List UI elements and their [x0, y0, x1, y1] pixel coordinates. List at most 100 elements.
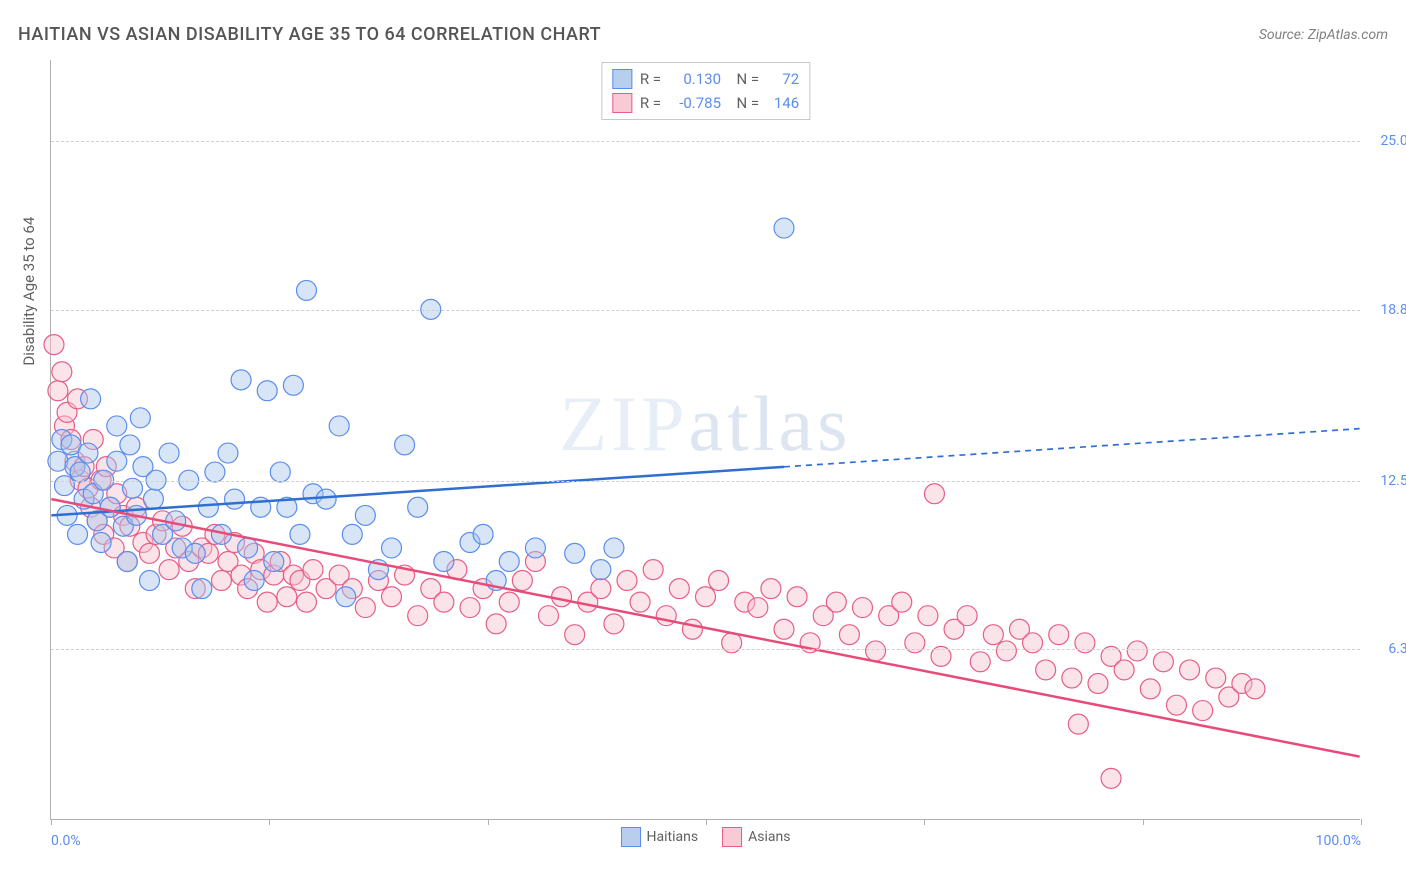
data-point	[892, 592, 912, 612]
data-point	[1206, 668, 1226, 688]
data-point	[839, 625, 859, 645]
legend-r-value-asians: -0.785	[669, 94, 721, 112]
data-point	[139, 570, 159, 590]
data-point	[270, 462, 290, 482]
data-point	[120, 435, 140, 455]
data-point	[1114, 660, 1134, 680]
y-tick-label: 25.0%	[1368, 133, 1406, 149]
data-point	[1153, 652, 1173, 672]
legend-n-label: N =	[729, 94, 759, 112]
data-point	[996, 641, 1016, 661]
data-point	[408, 497, 428, 517]
data-point	[70, 462, 90, 482]
chart-title: HAITIAN VS ASIAN DISABILITY AGE 35 TO 64…	[18, 24, 601, 45]
source-attribution: Source: ZipAtlas.com	[1259, 27, 1388, 43]
legend-r-label: R =	[640, 70, 661, 88]
data-point	[44, 335, 64, 355]
data-point	[1036, 660, 1056, 680]
gridline	[51, 310, 1360, 311]
data-point	[826, 592, 846, 612]
data-point	[983, 625, 1003, 645]
data-point	[130, 408, 150, 428]
data-point	[591, 560, 611, 580]
data-point	[329, 416, 349, 436]
data-point	[643, 560, 663, 580]
data-point	[1180, 660, 1200, 680]
data-point	[159, 443, 179, 463]
data-point	[696, 587, 716, 607]
data-point	[604, 538, 624, 558]
data-point	[565, 543, 585, 563]
data-point	[630, 592, 650, 612]
data-point	[1245, 679, 1265, 699]
data-point	[225, 489, 245, 509]
data-point	[257, 381, 277, 401]
data-point	[525, 538, 545, 558]
gridline	[51, 649, 1360, 650]
data-point	[617, 570, 637, 590]
data-point	[81, 389, 101, 409]
x-tick	[51, 819, 52, 825]
data-point	[499, 551, 519, 571]
data-point	[382, 538, 402, 558]
data-point	[54, 476, 74, 496]
trend-line-extrapolated	[784, 429, 1360, 467]
x-tick-label: 0.0%	[51, 833, 81, 849]
data-point	[748, 598, 768, 618]
correlation-legend: R = 0.130 N = 72 R = -0.785 N = 146	[601, 62, 810, 120]
data-point	[48, 381, 68, 401]
legend-r-label: R =	[640, 94, 661, 112]
data-point	[198, 497, 218, 517]
series-legend: Haitians Asians	[621, 827, 791, 847]
data-point	[296, 592, 316, 612]
data-point	[1088, 673, 1108, 693]
data-point	[499, 592, 519, 612]
data-point	[382, 587, 402, 607]
data-point	[205, 462, 225, 482]
data-point	[539, 606, 559, 626]
data-point	[107, 451, 127, 471]
data-point	[1166, 695, 1186, 715]
data-point	[303, 560, 323, 580]
data-point	[866, 641, 886, 661]
x-tick	[1143, 819, 1144, 825]
data-point	[316, 489, 336, 509]
x-tick	[269, 819, 270, 825]
data-point	[787, 587, 807, 607]
data-point	[924, 484, 944, 504]
data-point	[159, 560, 179, 580]
swatch-pink-icon	[612, 93, 632, 113]
x-tick-label: 100.0%	[1316, 833, 1361, 849]
data-point	[336, 587, 356, 607]
data-point	[143, 489, 163, 509]
legend-item-asians: Asians	[722, 827, 790, 847]
x-tick	[488, 819, 489, 825]
legend-n-value-haitians: 72	[767, 70, 799, 88]
data-point	[460, 598, 480, 618]
data-point	[761, 579, 781, 599]
legend-label-asians: Asians	[748, 829, 790, 845]
data-point	[355, 598, 375, 618]
data-point	[257, 592, 277, 612]
data-point	[218, 443, 238, 463]
y-tick-label: 18.8%	[1368, 302, 1406, 318]
data-point	[682, 619, 702, 639]
data-point	[296, 280, 316, 300]
gridline	[51, 481, 1360, 482]
data-point	[669, 579, 689, 599]
data-point	[238, 538, 258, 558]
data-point	[918, 606, 938, 626]
legend-n-label: N =	[729, 70, 759, 88]
data-point	[434, 592, 454, 612]
data-point	[244, 570, 264, 590]
data-point	[277, 587, 297, 607]
legend-item-haitians: Haitians	[621, 827, 699, 847]
data-point	[211, 570, 231, 590]
data-point	[107, 416, 127, 436]
data-point	[565, 625, 585, 645]
legend-row-haitians: R = 0.130 N = 72	[612, 67, 799, 91]
data-point	[1101, 768, 1121, 788]
data-point	[709, 570, 729, 590]
data-point	[68, 524, 88, 544]
data-point	[290, 524, 310, 544]
